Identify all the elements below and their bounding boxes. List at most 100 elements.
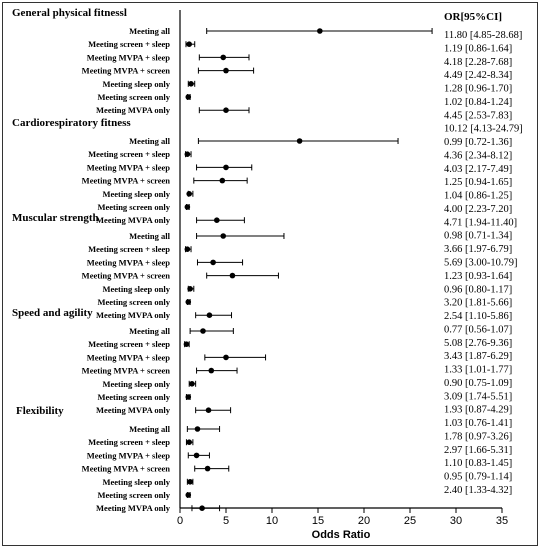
or-ci-value: 1.93 [0.87-4.29] [444,405,512,416]
or-point [184,204,191,210]
group-title: Flexibility [16,405,64,417]
or-point [187,286,193,292]
or-ci-value: 5.69 [3.00-10.79] [444,258,518,269]
or-point [184,151,191,157]
or-ci-value: 4.49 [2.42-8.34] [444,70,512,81]
or-ci-value: 10.12 [4.13-24.79] [444,124,523,135]
or-point [185,492,192,498]
or-point [185,394,192,400]
row-label: Meeting MVPA only [96,310,171,320]
or-ci-value: 3.09 [1.74-5.51] [444,391,512,402]
or-ci-value: 11.80 [4.85-28.68] [444,30,522,41]
x-tick-label: 20 [358,515,370,527]
row-label: Meeting MVPA only [96,105,171,115]
or-ci-value: 1.04 [0.86-1.25] [444,191,512,202]
or-ci-value: 2.97 [1.66-5.31] [444,445,512,456]
or-ci-value: 1.25 [0.94-1.65] [444,177,512,188]
x-tick-label: 5 [223,515,229,527]
group-title: Cardiorespiratory fitness [12,117,131,129]
x-tick-label: 0 [177,515,183,527]
row-label: Meeting MVPA + sleep [87,52,171,62]
x-tick-label: 25 [404,515,416,527]
or-ci-value: 1.78 [0.97-3.26] [444,431,512,442]
x-tick-label: 15 [312,515,324,527]
x-tick-label: 10 [266,515,278,527]
row-label: Meeting MVPA only [96,503,171,513]
row-label: Meeting MVPA + sleep [87,162,171,172]
or-point [223,67,229,74]
or-ci-value: 0.77 [0.56-1.07] [444,324,512,335]
or-ci-value: 1.10 [0.83-1.45] [444,458,512,469]
or-ci-value: 4.18 [2.28-7.68] [444,57,512,68]
or-point [223,354,229,361]
or-ci-value: 1.28 [0.96-1.70] [444,84,512,95]
row-label: Meeting MVPA + screen [82,366,171,376]
or-point [206,312,213,319]
or-point [229,272,236,279]
row-label: Meeting sleep only [102,284,170,294]
row-label: Meeting all [129,231,170,241]
row-label: Meeting screen only [97,202,170,212]
row-label: Meeting screen + sleep [88,244,170,254]
or-point [223,164,229,171]
row-label: Meeting sleep only [102,189,170,199]
or-ci-value: 1.33 [1.01-1.77] [444,365,512,376]
row-label: Meeting MVPA + screen [82,271,171,281]
or-point [189,381,195,387]
or-point [200,328,206,334]
or-ci-value: 3.66 [1.97-6.79] [444,244,512,255]
row-label: Meeting screen + sleep [88,339,170,349]
or-ci-value: 2.40 [1.33-4.32] [444,485,512,496]
row-label: Meeting sleep only [102,379,170,389]
or-ci-value: 4.00 [2.23-7.20] [444,204,512,215]
or-point [220,54,227,61]
row-label: Meeting sleep only [102,477,170,487]
or-ci-value: 1.23 [0.93-1.64] [444,271,512,282]
row-label: Meeting MVPA only [96,405,171,415]
figure-frame [2,2,538,546]
or-ci-value: 3.43 [1.87-6.29] [444,351,512,362]
or-point [194,426,201,432]
or-point [185,94,192,100]
row-label: Meeting MVPA + sleep [87,352,171,362]
row-label: Meeting all [129,136,170,146]
row-label: Meeting MVPA + screen [82,176,171,186]
or-point [187,479,193,485]
row-label: Meeting MVPA + screen [82,464,171,474]
row-label: Meeting screen only [97,490,170,500]
group-title: General physical fitnessl [12,7,127,19]
or-ci-value: 0.99 [0.72-1.36] [444,137,512,148]
or-ci-value: 3.20 [1.81-5.66] [444,298,512,309]
or-point [205,407,212,414]
or-ci-value: 5.08 [2.76-9.36] [444,338,512,349]
or-point [193,452,200,459]
or-point [219,177,226,184]
row-label: Meeting screen + sleep [88,437,170,447]
or-point [188,81,194,87]
row-label: Meeting sleep only [102,79,170,89]
row-label: Meeting screen only [97,297,170,307]
or-point [186,439,192,446]
or-point [183,341,190,348]
or-ci-value: 1.03 [0.76-1.41] [444,418,512,429]
or-ci-value: 4.45 [2.53-7.83] [444,110,512,121]
row-label: Meeting screen + sleep [88,149,170,159]
or-ci-value: 0.96 [0.80-1.17] [444,284,512,295]
group-title: Speed and agility [12,307,93,319]
or-point [317,28,323,34]
or-point [186,41,192,47]
group-title: Muscular strength [12,212,99,224]
or-ci-value: 1.02 [0.84-1.24] [444,97,512,108]
row-label: Meeting all [129,424,170,434]
or-point [184,246,191,252]
x-tick-label: 30 [450,515,462,527]
or-point [210,259,216,266]
or-ci-value: 1.19 [0.86-1.64] [444,43,512,54]
or-ci-value: 0.95 [0.79-1.14] [444,472,512,483]
row-label: Meeting all [129,26,170,36]
or-ci-value: 4.71 [1.94-11.40] [444,217,517,228]
or-point [204,465,211,472]
or-point [186,191,192,197]
row-label: Meeting screen only [97,92,170,102]
